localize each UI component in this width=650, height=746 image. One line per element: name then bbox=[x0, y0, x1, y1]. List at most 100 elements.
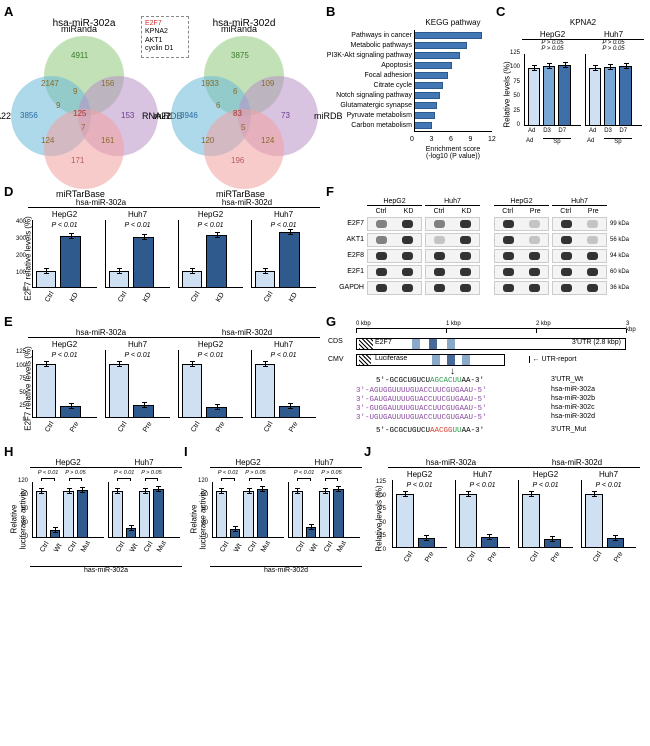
bar-xlabel: Mut bbox=[260, 540, 272, 554]
error-bar bbox=[265, 361, 266, 367]
error-bar bbox=[552, 536, 553, 542]
mir-name: hsa-miR-302c bbox=[551, 404, 595, 411]
blot-lane bbox=[367, 265, 422, 279]
bar bbox=[619, 66, 631, 126]
pval: P < 0.01 bbox=[174, 352, 247, 359]
venn-count: 7 bbox=[81, 123, 85, 132]
pval-bracket bbox=[41, 478, 55, 481]
target-other: KPNA2 bbox=[145, 28, 168, 35]
bar-xlabel: Pre bbox=[487, 551, 499, 564]
blot-lane bbox=[494, 281, 549, 295]
panel-j: J Relative levels (%)hsa-miR-302aHepG202… bbox=[364, 444, 646, 584]
blot-lane bbox=[552, 281, 607, 295]
ad-label: Ad bbox=[587, 138, 594, 144]
kegg-title: KEGG pathway bbox=[414, 18, 492, 27]
group-title: Huh7 bbox=[247, 340, 320, 349]
bar bbox=[558, 65, 570, 126]
bar bbox=[182, 364, 202, 418]
venn-set-label: RNA22 bbox=[142, 111, 171, 121]
ytick: 25 bbox=[6, 403, 26, 409]
venn-count: 6 bbox=[216, 101, 220, 110]
venn-count: 124 bbox=[41, 136, 54, 145]
set-title: hsa-miR-302d bbox=[174, 198, 320, 208]
venn-circle bbox=[44, 109, 124, 189]
group-title: HepG2 bbox=[28, 210, 101, 219]
ytick: 100 bbox=[6, 270, 26, 276]
bar-xlabel: Wt bbox=[233, 543, 243, 554]
panel-h: H Relative luciferase activity0306090120… bbox=[4, 444, 184, 584]
bar-xlabel: Ad bbox=[528, 128, 535, 134]
bar-xlabel: Ctrl bbox=[39, 541, 51, 554]
bar-xlabel: Pre bbox=[550, 551, 562, 564]
group-title: Huh7 bbox=[583, 30, 644, 40]
panel-a: A hsa-miR-302amiRandaRNA22miRDBmiRTarBas… bbox=[4, 4, 326, 184]
venn-count: 2147 bbox=[41, 79, 59, 88]
error-bar bbox=[290, 229, 291, 235]
error-bar bbox=[468, 491, 469, 497]
group-title: HepG2 bbox=[522, 30, 583, 40]
bar bbox=[60, 236, 80, 288]
bar-xlabel: KD bbox=[142, 292, 153, 304]
venn-count: 83 bbox=[233, 109, 242, 118]
ytick: 100 bbox=[6, 363, 26, 369]
kegg-item-label: Citrate cycle bbox=[373, 82, 412, 89]
venn-count: 3946 bbox=[180, 111, 198, 120]
bar-xlabel: Pre bbox=[69, 421, 81, 434]
panel-d-label: D bbox=[4, 184, 13, 199]
kegg-item-label: Apoptosis bbox=[381, 62, 412, 69]
group-title: HepG2 bbox=[514, 470, 577, 479]
bar-xlabel: Ctrl bbox=[466, 551, 478, 564]
group-title: Huh7 bbox=[106, 458, 182, 468]
bar-xlabel: Pre bbox=[215, 421, 227, 434]
venn-circle bbox=[204, 109, 284, 189]
venn-count: 161 bbox=[101, 136, 114, 145]
bar bbox=[459, 494, 477, 548]
bar-xlabel: Ctrl bbox=[67, 541, 79, 554]
ytick: 25 bbox=[498, 108, 520, 114]
bar-xlabel: D7 bbox=[619, 128, 627, 134]
pval: P > 0.05P > 0.05 bbox=[583, 40, 644, 52]
pval: P > 0.05 bbox=[141, 470, 163, 476]
error-bar bbox=[117, 488, 118, 494]
error-bar bbox=[610, 64, 611, 70]
bar-xlabel: Ctrl bbox=[143, 541, 155, 554]
blot-lane bbox=[552, 249, 607, 263]
error-bar bbox=[565, 62, 566, 68]
cmv-label: CMV bbox=[328, 356, 344, 363]
bar bbox=[604, 67, 616, 126]
error-bar bbox=[549, 63, 550, 69]
cell-header: Huh7 bbox=[552, 198, 607, 206]
error-bar bbox=[615, 535, 616, 541]
bar-xlabel: Ctrl bbox=[529, 551, 541, 564]
kegg-item-label: Metabolic pathways bbox=[351, 42, 412, 49]
panel-c-label: C bbox=[496, 4, 505, 19]
kegg-item-label: PI3K-Akt signaling pathway bbox=[327, 52, 412, 59]
kegg-item-label: Pathways in cancer bbox=[351, 32, 412, 39]
error-bar bbox=[82, 487, 83, 493]
blot-lane bbox=[494, 265, 549, 279]
bar bbox=[112, 491, 123, 538]
bar bbox=[528, 68, 540, 126]
bar-xlabel: KD bbox=[288, 292, 299, 304]
error-bar bbox=[217, 404, 218, 410]
ytick: 30 bbox=[6, 520, 28, 526]
venn-count: 5 bbox=[241, 123, 245, 132]
ytick: 50 bbox=[366, 520, 386, 526]
panel-j-label: J bbox=[364, 444, 371, 459]
cell-header: HepG2 bbox=[494, 198, 549, 206]
ytick: 0 bbox=[366, 547, 386, 553]
pval: P < 0.01 bbox=[101, 222, 174, 229]
group-title: HepG2 bbox=[174, 340, 247, 349]
kegg-xtick: 12 bbox=[488, 136, 496, 143]
target-highlight: E2F7 bbox=[145, 20, 162, 27]
ytick: 125 bbox=[366, 479, 386, 485]
error-bar bbox=[534, 65, 535, 71]
error-bar bbox=[290, 403, 291, 409]
error-bar bbox=[325, 488, 326, 494]
bar bbox=[63, 491, 74, 538]
bar-xlabel: Ctrl bbox=[219, 541, 231, 554]
bar-xlabel: Wt bbox=[53, 543, 63, 554]
error-bar bbox=[144, 234, 145, 240]
venn-count: 109 bbox=[261, 79, 274, 88]
target-other: cyclin D1 bbox=[145, 45, 173, 52]
